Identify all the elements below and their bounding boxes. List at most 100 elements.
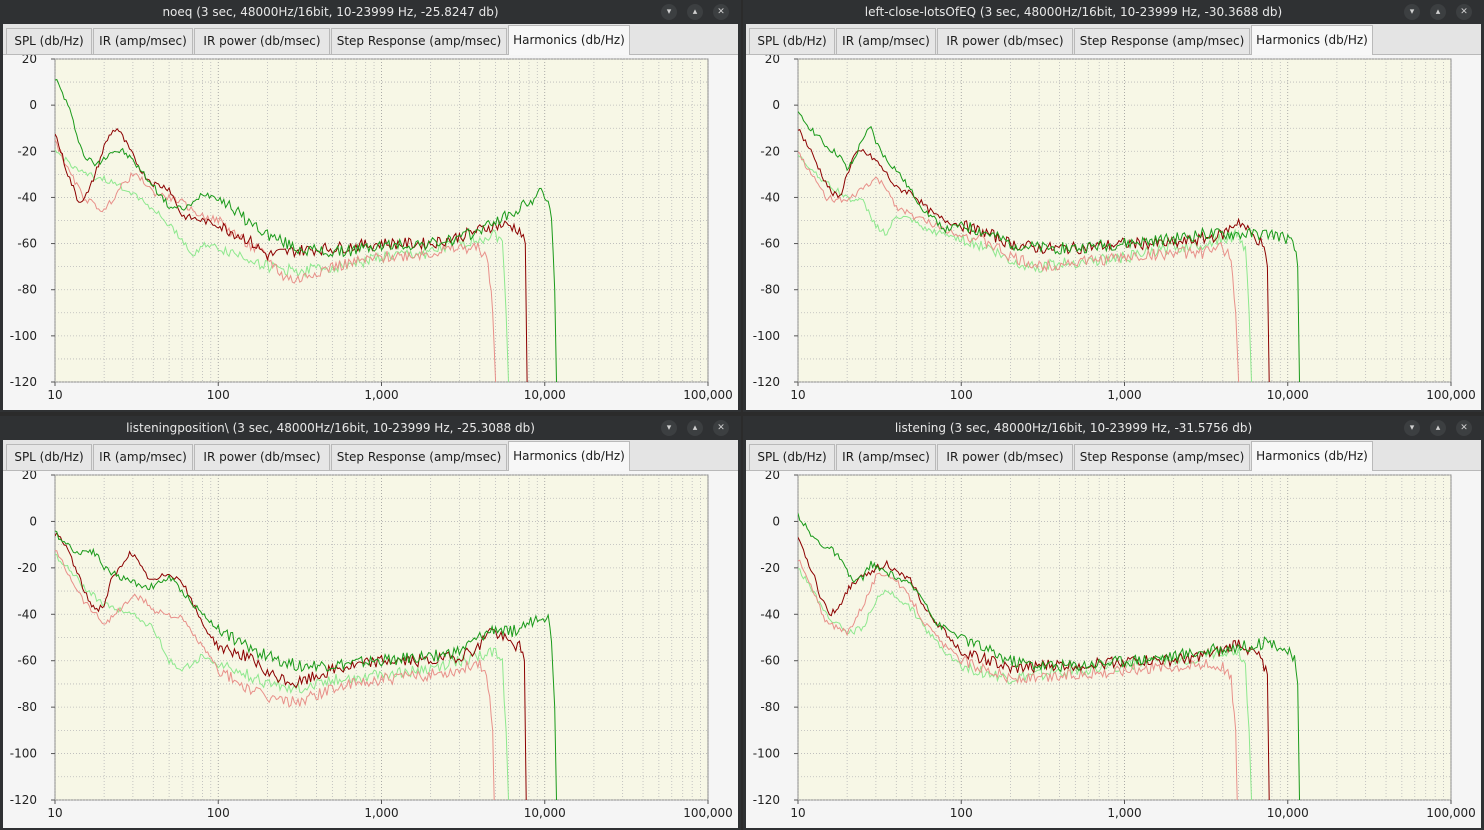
x-tick-label: 1,000: [1107, 806, 1141, 820]
minimize-button[interactable]: ▾: [1404, 420, 1420, 436]
harmonics-chart: 20 0 -20 -40 -60 -80 -100 -120 10 100 1,000 10,000 1…: [10, 55, 733, 402]
tab-ir-amp-msec[interactable]: IR (amp/msec): [836, 28, 936, 54]
x-tick-label: 100,000: [1426, 388, 1476, 402]
y-tick-label: 20: [22, 55, 37, 66]
x-tick-label: 10,000: [1267, 388, 1309, 402]
y-tick-label: 20: [765, 471, 780, 482]
tab-harmonics-db-hz[interactable]: Harmonics (db/Hz): [1251, 441, 1373, 471]
window-titlebar[interactable]: listeningposition\ (3 sec, 48000Hz/16bit…: [0, 416, 741, 440]
window-title: listening (3 sec, 48000Hz/16bit, 10-2399…: [894, 421, 1253, 435]
series-fundamental: [798, 513, 1300, 800]
series-3rd-harmonic: [55, 550, 495, 800]
tab-harmonics-db-hz[interactable]: Harmonics (db/Hz): [1251, 25, 1373, 55]
y-tick-label: -20: [17, 561, 37, 575]
tab-ir-power-db-msec[interactable]: IR power (db/msec): [194, 28, 330, 54]
chart-window: listeningposition\ (3 sec, 48000Hz/16bit…: [0, 416, 741, 830]
tab-step-response-amp-msec[interactable]: Step Response (amp/msec): [1074, 444, 1250, 470]
maximize-button[interactable]: ▴: [1430, 4, 1446, 20]
plot-area: 20 0 -20 -40 -60 -80 -100 -120 10 100 1,000 10,000 1…: [3, 471, 738, 828]
x-tick-label: 100: [207, 806, 230, 820]
x-tick-label: 10,000: [524, 806, 566, 820]
close-button[interactable]: ✕: [713, 4, 729, 20]
window-titlebar[interactable]: noeq (3 sec, 48000Hz/16bit, 10-23999 Hz,…: [0, 0, 741, 24]
tab-spl-db-hz[interactable]: SPL (db/Hz): [749, 444, 835, 470]
tab-ir-amp-msec[interactable]: IR (amp/msec): [836, 444, 936, 470]
series-fundamental: [55, 78, 557, 382]
y-tick-label: -120: [753, 375, 780, 389]
tab-ir-power-db-msec[interactable]: IR power (db/msec): [937, 444, 1073, 470]
x-tick-label: 100: [950, 806, 973, 820]
tab-spl-db-hz[interactable]: SPL (db/Hz): [749, 28, 835, 54]
window-title: noeq (3 sec, 48000Hz/16bit, 10-23999 Hz,…: [162, 5, 499, 19]
minimize-button[interactable]: ▾: [661, 4, 677, 20]
close-button[interactable]: ✕: [713, 420, 729, 436]
tab-ir-amp-msec[interactable]: IR (amp/msec): [93, 444, 193, 470]
x-tick-label: 100,000: [683, 388, 733, 402]
tab-harmonics-db-hz[interactable]: Harmonics (db/Hz): [508, 441, 630, 471]
maximize-button[interactable]: ▴: [687, 420, 703, 436]
y-tick-label: -120: [10, 375, 37, 389]
y-tick-label: -120: [10, 793, 37, 807]
plot-area: 20 0 -20 -40 -60 -80 -100 -120 10 100 1,000 10,000 1…: [746, 471, 1481, 828]
harmonics-chart: 20 0 -20 -40 -60 -80 -100 -120 10 100 1,000 10,000 1…: [753, 471, 1476, 820]
y-tick-label: -100: [753, 747, 780, 761]
tab-step-response-amp-msec[interactable]: Step Response (amp/msec): [1074, 28, 1250, 54]
grid: [797, 474, 1452, 801]
y-tick-label: -20: [760, 561, 780, 575]
series-2nd-harmonic: [798, 128, 1270, 382]
y-tick-label: 0: [772, 514, 780, 528]
chart-window: noeq (3 sec, 48000Hz/16bit, 10-23999 Hz,…: [0, 0, 741, 412]
tab-ir-amp-msec[interactable]: IR (amp/msec): [93, 28, 193, 54]
x-tick-label: 100: [950, 388, 973, 402]
chart-window: left-close-lotsOfEQ (3 sec, 48000Hz/16bi…: [743, 0, 1484, 412]
y-tick-label: 20: [765, 55, 780, 66]
tab-step-response-amp-msec[interactable]: Step Response (amp/msec): [331, 28, 507, 54]
y-tick-label: -100: [10, 329, 37, 343]
y-tick-label: -40: [17, 190, 37, 204]
tab-spl-db-hz[interactable]: SPL (db/Hz): [6, 28, 92, 54]
tab-bar: SPL (db/Hz) IR (amp/msec) IR power (db/mse…: [3, 440, 738, 471]
tab-harmonics-db-hz[interactable]: Harmonics (db/Hz): [508, 25, 630, 55]
tab-bar: SPL (db/Hz) IR (amp/msec) IR power (db/mse…: [746, 440, 1481, 471]
series-3rd-harmonic: [798, 151, 1240, 382]
y-tick-label: -120: [753, 793, 780, 807]
series-fundamental: [798, 111, 1300, 382]
y-tick-label: -60: [760, 654, 780, 668]
y-tick-label: -40: [760, 190, 780, 204]
window-client: SPL (db/Hz) IR (amp/msec) IR power (db/mse…: [3, 24, 738, 410]
series-4th-harmonic: [55, 149, 509, 382]
minimize-button[interactable]: ▾: [661, 420, 677, 436]
close-button[interactable]: ✕: [1456, 4, 1472, 20]
series-3rd-harmonic: [798, 559, 1238, 800]
x-tick-label: 1,000: [1107, 388, 1141, 402]
x-tick-label: 10: [790, 388, 805, 402]
window-client: SPL (db/Hz) IR (amp/msec) IR power (db/mse…: [746, 24, 1481, 410]
y-tick-label: -60: [17, 654, 37, 668]
maximize-button[interactable]: ▴: [1430, 420, 1446, 436]
y-tick-label: -80: [17, 283, 37, 297]
series-4th-harmonic: [798, 154, 1252, 382]
maximize-button[interactable]: ▴: [687, 4, 703, 20]
y-tick-label: -100: [10, 747, 37, 761]
tab-bar: SPL (db/Hz) IR (amp/msec) IR power (db/mse…: [746, 24, 1481, 55]
tab-ir-power-db-msec[interactable]: IR power (db/msec): [194, 444, 330, 470]
y-tick-label: 0: [29, 514, 37, 528]
close-button[interactable]: ✕: [1456, 420, 1472, 436]
window-client: SPL (db/Hz) IR (amp/msec) IR power (db/mse…: [746, 440, 1481, 828]
y-tick-label: -80: [17, 700, 37, 714]
tab-spl-db-hz[interactable]: SPL (db/Hz): [6, 444, 92, 470]
x-tick-label: 100,000: [683, 806, 733, 820]
harmonics-chart: 20 0 -20 -40 -60 -80 -100 -120 10 100 1,000 10,000 1…: [10, 471, 733, 820]
minimize-button[interactable]: ▾: [1404, 4, 1420, 20]
window-title: left-close-lotsOfEQ (3 sec, 48000Hz/16bi…: [864, 5, 1283, 19]
grid: [54, 474, 709, 801]
y-tick-label: -40: [760, 607, 780, 621]
window-titlebar[interactable]: left-close-lotsOfEQ (3 sec, 48000Hz/16bi…: [743, 0, 1484, 24]
window-client: SPL (db/Hz) IR (amp/msec) IR power (db/mse…: [3, 440, 738, 828]
tab-ir-power-db-msec[interactable]: IR power (db/msec): [937, 28, 1073, 54]
series-4th-harmonic: [55, 553, 509, 800]
tab-step-response-amp-msec[interactable]: Step Response (amp/msec): [331, 444, 507, 470]
window-titlebar[interactable]: listening (3 sec, 48000Hz/16bit, 10-2399…: [743, 416, 1484, 440]
x-tick-label: 10,000: [524, 388, 566, 402]
y-tick-label: -60: [760, 237, 780, 251]
